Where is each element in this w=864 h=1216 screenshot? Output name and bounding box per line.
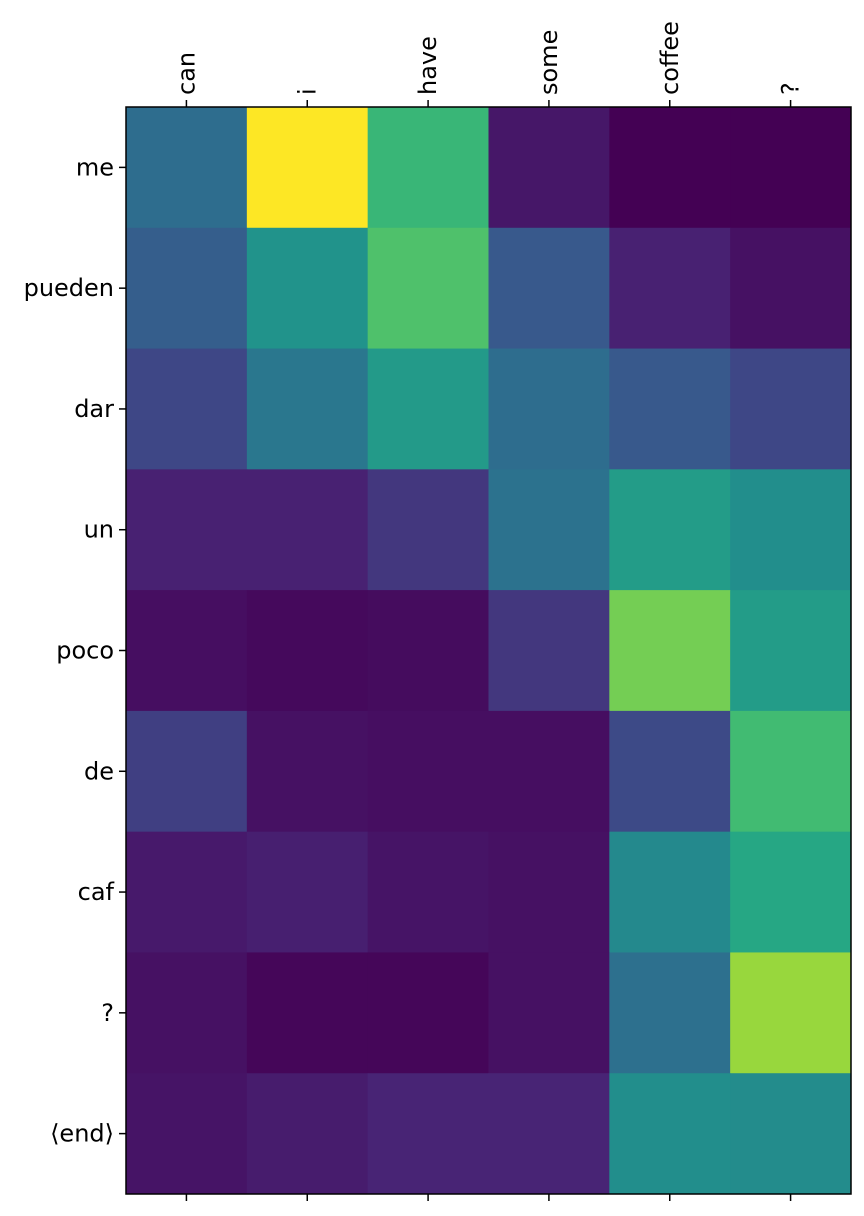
heatmap-cell: [730, 1073, 852, 1195]
x-tick-label: i: [293, 88, 321, 95]
heatmap-cell: [126, 710, 248, 833]
y-tick-label: ⟨end⟩: [50, 1120, 114, 1148]
heatmap-cell: [126, 590, 248, 712]
heatmap-cell: [367, 590, 489, 712]
heatmap-cell: [367, 710, 489, 833]
heatmap-cell: [609, 710, 731, 833]
heatmap-cell: [126, 1073, 248, 1195]
heatmap-cell: [246, 831, 369, 953]
x-tick-label: have: [414, 36, 442, 95]
heatmap-cell: [488, 590, 610, 712]
y-tick-labels: me pueden dar un poco de caf? ⟨end⟩: [24, 153, 115, 1147]
y-tick-label: dar: [74, 395, 114, 423]
heatmap-cell: [126, 348, 248, 470]
y-tick-label: caf: [78, 878, 115, 906]
heatmap-cell: [488, 469, 610, 591]
heatmap-cell: [126, 107, 248, 229]
heatmap-cell: [730, 590, 852, 712]
heatmap-cell: [246, 227, 369, 350]
y-tick-label: un: [84, 516, 114, 544]
y-tick-label: pueden: [24, 274, 114, 302]
heatmap-cell: [488, 348, 610, 470]
heatmap-cell: [246, 952, 369, 1074]
heatmap-cell: [488, 952, 610, 1074]
x-tick-labels: can i have some coffee?: [172, 21, 804, 95]
x-tick-label: some: [535, 30, 563, 95]
heatmap-cell: [367, 831, 489, 953]
heatmap-cell: [609, 1073, 731, 1195]
heatmap-cell: [730, 469, 852, 591]
heatmap-cell: [367, 227, 489, 350]
y-tick-label: poco: [56, 637, 114, 665]
heatmap-cell: [367, 348, 489, 470]
y-tick-label: me: [76, 153, 114, 181]
heatmap-cell: [730, 831, 852, 953]
heatmap-cell: [488, 831, 610, 953]
heatmap-cell: [246, 710, 369, 833]
heatmap-cell: [367, 107, 489, 229]
heatmap-cell: [730, 348, 852, 470]
x-tick-label: ?: [777, 82, 805, 95]
heatmap-cell: [126, 831, 248, 953]
heatmap-cell: [246, 469, 369, 591]
heatmap-cell: [609, 952, 731, 1074]
x-tick-label: can: [172, 52, 200, 95]
heatmap-cell: [367, 469, 489, 591]
heatmap-cell: [126, 227, 248, 350]
heatmap-cell: [730, 227, 852, 350]
heatmap-cell: [246, 590, 369, 712]
heatmap-cell: [609, 590, 731, 712]
heatmap-cell: [126, 952, 248, 1074]
heatmap-cell: [730, 952, 852, 1074]
heatmap-cell: [367, 1073, 489, 1195]
heatmap-cell: [246, 1073, 369, 1195]
heatmap-cell: [730, 710, 852, 833]
heatmap-cell: [246, 348, 369, 470]
heatmap-cell: [730, 107, 852, 229]
plot-frame: [125, 106, 852, 1195]
heatmap-cell: [488, 107, 610, 229]
x-tick-label: coffee: [656, 21, 684, 95]
heatmap-cells: [126, 107, 852, 1195]
heatmap-cell: [609, 831, 731, 953]
y-tick-label: de: [84, 757, 114, 785]
heatmap-cell: [609, 348, 731, 470]
y-tick-label: ?: [101, 999, 114, 1027]
heatmap-cell: [367, 952, 489, 1074]
heatmap-cell: [246, 107, 369, 229]
heatmap-cell: [609, 107, 731, 229]
heatmap-cell: [609, 227, 731, 350]
heatmap-cell: [126, 469, 248, 591]
heatmap-cell: [609, 469, 731, 591]
heatmap-cell: [488, 710, 610, 833]
heatmap-cell: [488, 227, 610, 350]
heatmap-cell: [488, 1073, 610, 1195]
axis-ticks: [119, 100, 792, 1201]
